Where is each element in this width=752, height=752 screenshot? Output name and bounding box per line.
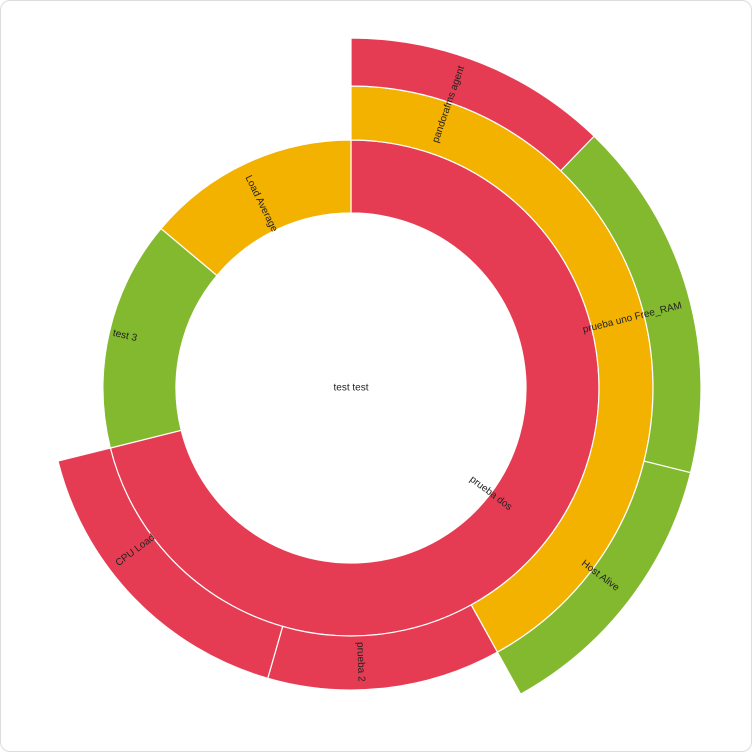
segment-host-alive[interactable] bbox=[496, 460, 692, 695]
label-test-3: test 3 bbox=[112, 328, 139, 344]
segment-cpu-load[interactable] bbox=[57, 447, 284, 680]
label-prueba-2: prueba 2 bbox=[354, 642, 366, 682]
label-test-test: test test bbox=[333, 383, 368, 394]
